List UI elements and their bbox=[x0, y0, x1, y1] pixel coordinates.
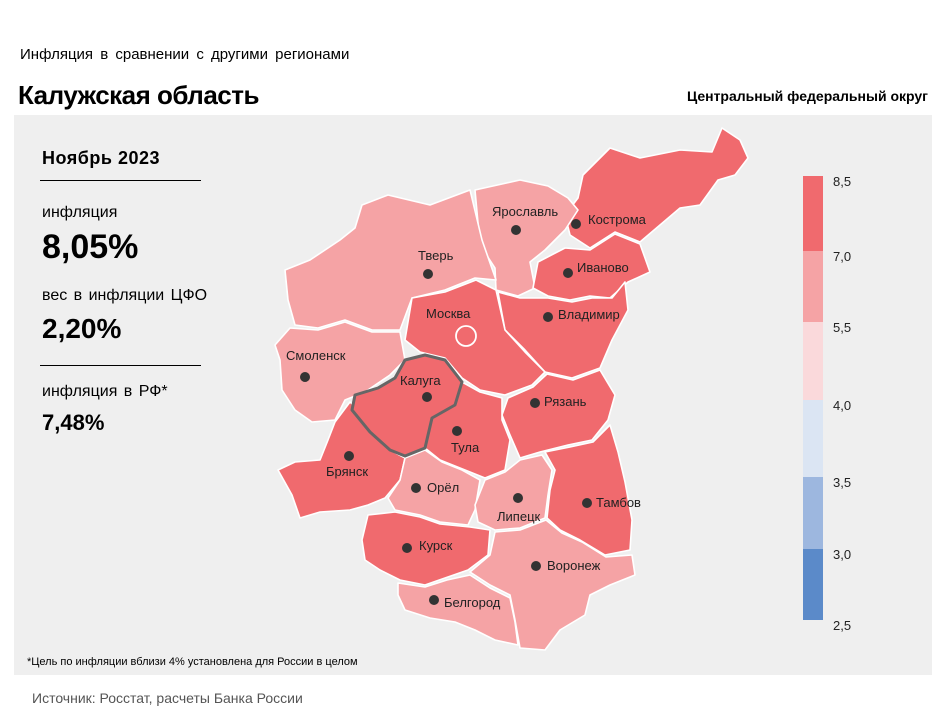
region-lipetsk[interactable] bbox=[474, 454, 553, 531]
weight-value: 2,20% bbox=[42, 313, 122, 344]
legend-swatch bbox=[803, 400, 823, 477]
legend-tick-label: 3,5 bbox=[833, 475, 851, 490]
legend-swatch bbox=[803, 322, 823, 400]
city-label-oryol: Орёл bbox=[427, 480, 459, 495]
city-label-tula: Тула bbox=[451, 440, 480, 455]
city-label-moscow: Москва bbox=[426, 306, 471, 321]
district-label: Центральный федеральный округ bbox=[686, 88, 928, 104]
city-label-bryansk: Брянск bbox=[326, 464, 368, 479]
legend-tick-label: 4,0 bbox=[833, 398, 851, 413]
city-label-lipetsk: Липецк bbox=[497, 509, 541, 524]
city-dot-kaluga bbox=[422, 392, 432, 402]
divider bbox=[40, 180, 201, 181]
russia-inflation-value: 7,48% bbox=[42, 410, 105, 435]
city-dot-smolensk bbox=[300, 372, 310, 382]
page-title: Калужская область bbox=[18, 80, 259, 110]
supertitle: Инфляция в сравнении с другими регионами bbox=[20, 46, 350, 63]
city-label-kursk: Курск bbox=[419, 538, 453, 553]
legend-tick-label: 2,5 bbox=[833, 618, 851, 633]
city-dot-yaroslavl bbox=[511, 225, 521, 235]
footnote: *Цель по инфляции вблизи 4% установлена … bbox=[27, 656, 358, 668]
city-dot-kostroma bbox=[571, 219, 581, 229]
source-note: Источник: Росстат, расчеты Банка России bbox=[32, 690, 303, 706]
city-dot-ryazan bbox=[530, 398, 540, 408]
city-dot-voronezh bbox=[531, 561, 541, 571]
region-belgorod[interactable] bbox=[397, 574, 519, 646]
period-label: Ноябрь 2023 bbox=[42, 148, 160, 168]
city-dot-vladimir bbox=[543, 312, 553, 322]
legend-swatch bbox=[803, 176, 823, 251]
city-dot-kursk bbox=[402, 543, 412, 553]
legend-swatch bbox=[803, 477, 823, 549]
city-label-belgorod: Белгород bbox=[444, 595, 501, 610]
city-label-tambov: Тамбов bbox=[596, 495, 641, 510]
region-tver[interactable] bbox=[284, 189, 497, 331]
city-dot-bryansk bbox=[344, 451, 354, 461]
city-dot-ivanovo bbox=[563, 268, 573, 278]
city-label-tver: Тверь bbox=[418, 248, 454, 263]
city-label-ivanovo: Иваново bbox=[577, 260, 629, 275]
legend-tick-label: 8,5 bbox=[833, 174, 851, 189]
region-voronezh[interactable] bbox=[469, 519, 636, 651]
region-vladimir[interactable] bbox=[497, 281, 629, 379]
region-kursk[interactable] bbox=[361, 511, 491, 586]
region-kostroma[interactable] bbox=[564, 127, 749, 249]
city-label-smolensk: Смоленск bbox=[286, 348, 346, 363]
city-label-yaroslavl: Ярославль bbox=[492, 204, 558, 219]
city-label-vladimir: Владимир bbox=[558, 307, 620, 322]
city-dot-tver bbox=[423, 269, 433, 279]
legend-tick-label: 3,0 bbox=[833, 547, 851, 562]
legend-tick-label: 7,0 bbox=[833, 249, 851, 264]
color-legend: 8,5 7,0 5,5 4,0 3,5 3,0 2,5 bbox=[803, 174, 851, 633]
legend-swatch bbox=[803, 549, 823, 620]
legend-swatch bbox=[803, 251, 823, 322]
city-label-kaluga: Калуга bbox=[400, 373, 441, 388]
city-dot-belgorod bbox=[429, 595, 439, 605]
inflation-label: инфляция bbox=[42, 204, 118, 221]
inflation-value: 8,05% bbox=[42, 228, 139, 266]
weight-label: вес в инфляции ЦФО bbox=[42, 287, 208, 304]
city-dot-tambov bbox=[582, 498, 592, 508]
legend-tick-label: 5,5 bbox=[833, 320, 851, 335]
region-ryazan[interactable] bbox=[501, 369, 616, 459]
russia-inflation-label: инфляция в РФ* bbox=[42, 383, 168, 400]
city-dot-oryol bbox=[411, 483, 421, 493]
kaluga-highlight-outline bbox=[350, 353, 464, 458]
region-yaroslavl[interactable] bbox=[474, 179, 579, 297]
region-ivanovo[interactable] bbox=[532, 233, 651, 301]
region-tambov[interactable] bbox=[544, 424, 633, 556]
city-dot-lipetsk bbox=[513, 493, 523, 503]
city-label-kostroma: Кострома bbox=[588, 212, 647, 227]
city-label-ryazan: Рязань bbox=[544, 394, 587, 409]
city-dot-tula bbox=[452, 426, 462, 436]
city-marker-moscow bbox=[455, 325, 477, 347]
divider bbox=[40, 365, 201, 366]
city-label-voronezh: Воронеж bbox=[547, 558, 601, 573]
region-oryol[interactable] bbox=[387, 449, 481, 526]
